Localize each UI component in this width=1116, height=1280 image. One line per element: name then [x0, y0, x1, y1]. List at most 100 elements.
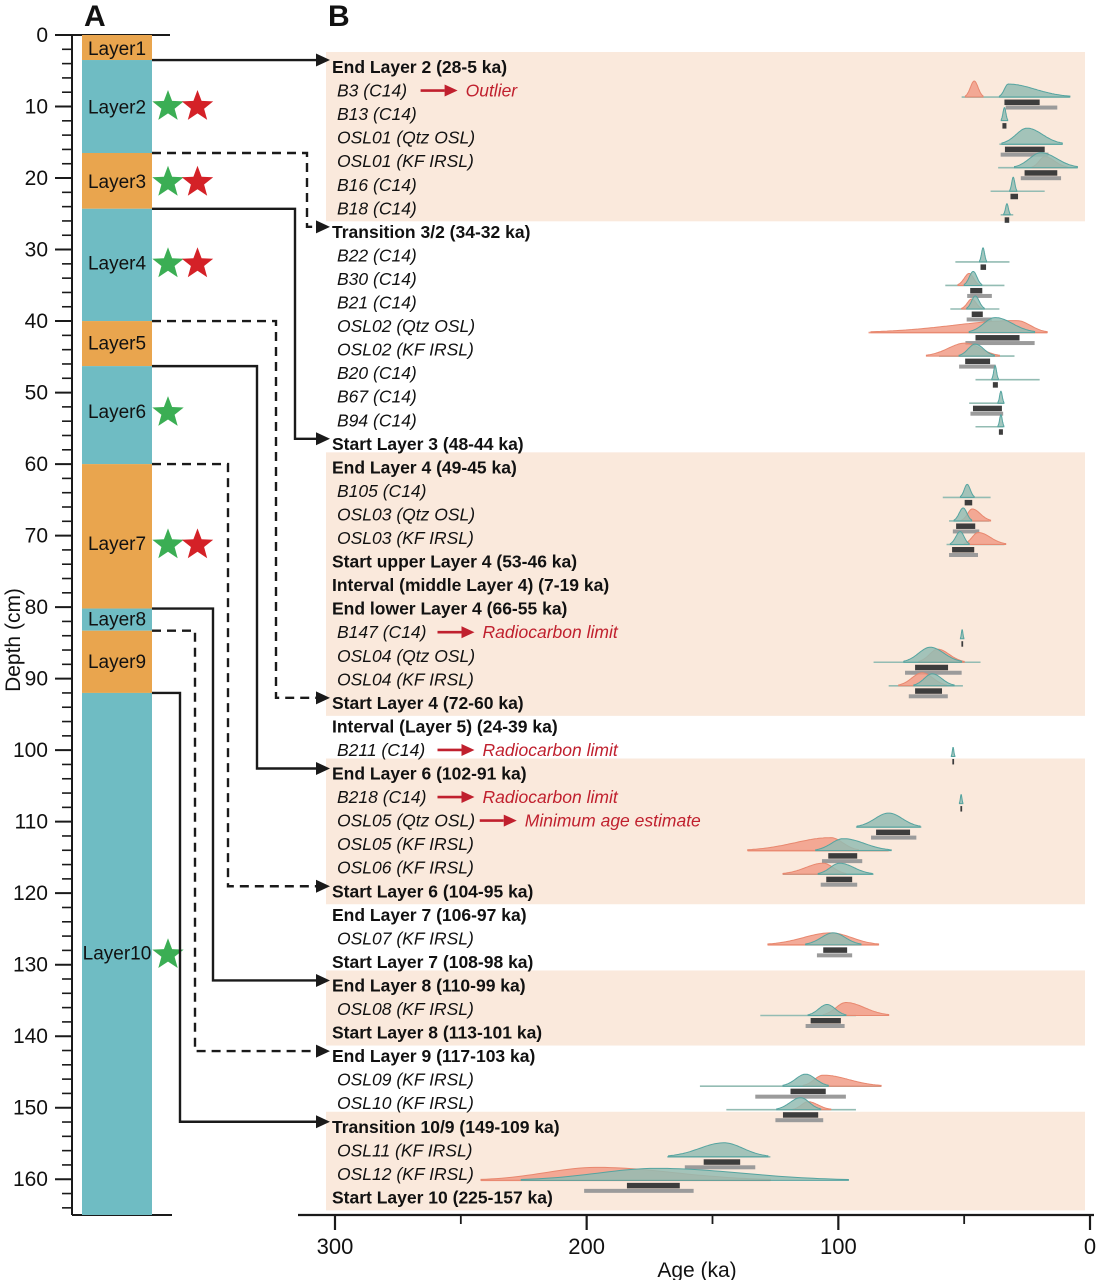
sample-row-label: B105 (C14)	[337, 481, 427, 501]
note-arrow-icon	[461, 626, 475, 639]
phase-row-label: Start Layer 4 (72-60 ka)	[332, 693, 524, 713]
age-tick-label: 300	[317, 1234, 354, 1259]
sample-row-label: OSL02 (KF IRSL)	[337, 340, 474, 360]
range-bar-dark	[956, 523, 976, 529]
density-curve-teal	[520, 1167, 849, 1181]
layer-rect-Layer3	[82, 152, 152, 209]
density-curve-teal	[991, 365, 999, 381]
depth-tick-label: 30	[25, 239, 48, 262]
arrowhead-icon	[316, 691, 330, 705]
phase-row-label: End Layer 2 (28-5 ka)	[332, 57, 507, 77]
range-bar-light	[684, 1165, 756, 1170]
range-bar-dark	[970, 287, 983, 294]
density-curve-teal	[856, 812, 921, 828]
phase-row-label: End lower Layer 4 (66-55 ka)	[332, 599, 567, 619]
connector-dashed	[152, 629, 316, 1053]
green-star-icon	[152, 165, 184, 196]
range-bar-dark	[1004, 217, 1010, 223]
layer-label: Layer1	[88, 39, 146, 60]
note-label: Radiocarbon limit	[483, 740, 619, 760]
range-bar-dark	[975, 335, 1020, 341]
range-bar-dark	[1024, 170, 1058, 176]
range-bar-light	[805, 1024, 845, 1028]
note-arrow-icon	[444, 84, 458, 97]
depth-tick-label: 100	[13, 739, 48, 762]
density-curve-teal	[953, 507, 973, 522]
sample-row-label: OSL09 (KF IRSL)	[337, 1070, 474, 1090]
range-bar-dark	[952, 547, 975, 553]
age-tick-label: 0	[1084, 1234, 1096, 1259]
age-tick-label: 100	[820, 1234, 857, 1259]
sample-row-label: B13 (C14)	[337, 104, 417, 124]
range-bar-dark	[703, 1159, 741, 1165]
range-bar-light	[967, 293, 992, 298]
range-bar-dark	[1004, 99, 1040, 106]
density-curve-teal	[1009, 176, 1018, 192]
connector-dashed	[152, 151, 316, 229]
density-curve-teal	[997, 414, 1005, 428]
density-curve-teal	[1014, 152, 1078, 169]
density-curve-teal	[966, 295, 985, 310]
range-bar-dark	[1010, 193, 1019, 200]
arrowhead-icon	[316, 53, 330, 67]
density-curve-teal	[782, 1073, 829, 1087]
density-curve-teal	[817, 862, 873, 875]
range-bar-dark	[960, 806, 963, 812]
density-curve-teal	[979, 247, 988, 263]
density-curve-teal	[950, 747, 956, 757]
depth-tick-label: 140	[13, 1025, 48, 1048]
sample-row-label: OSL04 (Qtz OSL)	[337, 646, 475, 666]
range-bar-dark	[998, 429, 1003, 435]
range-bar-light	[970, 411, 1004, 416]
shaded-band	[326, 758, 1085, 905]
range-bar-dark	[1004, 146, 1045, 153]
red-star-icon	[181, 247, 214, 278]
phase-row-label: Start Layer 7 (108-98 ka)	[332, 952, 533, 972]
connector-dashed	[152, 319, 316, 700]
range-bar-dark	[823, 947, 848, 953]
phase-row-label: Start Layer 8 (113-101 ka)	[332, 1023, 542, 1043]
phase-row-label: Transition 3/2 (34-32 ka)	[332, 222, 530, 242]
range-bar-light	[871, 835, 917, 840]
sample-row-label: B218 (C14)	[337, 787, 427, 807]
density-curve-teal	[776, 1097, 822, 1111]
sample-row-label: OSL02 (Qtz OSL)	[337, 316, 475, 336]
sample-row-label: OSL08 (KF IRSL)	[337, 999, 474, 1019]
density-curve-teal	[949, 531, 970, 545]
shaded-band	[326, 52, 1085, 222]
density-curve-teal	[963, 271, 983, 286]
phase-row-label: Start Layer 10 (225-157 ka)	[332, 1187, 553, 1207]
range-bar-dark	[876, 829, 911, 836]
density-curve-salmon	[964, 80, 984, 98]
note-label: Outlier	[466, 81, 519, 101]
sample-row-label: OSL03 (Qtz OSL)	[337, 504, 475, 524]
arrowhead-icon	[316, 220, 330, 234]
range-bar-light	[949, 553, 979, 557]
depth-tick-label: 50	[25, 382, 48, 405]
range-bar-light	[821, 859, 863, 864]
range-bar-light	[905, 670, 962, 675]
phase-row-label: Interval (middle Layer 4) (7-19 ka)	[332, 575, 609, 595]
arrowhead-icon	[316, 432, 330, 446]
depth-tick-label: 70	[25, 525, 48, 548]
sample-row-label: B211 (C14)	[337, 740, 425, 760]
range-bar-dark	[1002, 123, 1007, 129]
sample-row-label: OSL06 (KF IRSL)	[337, 858, 474, 878]
depth-tick-label: 10	[25, 96, 48, 119]
phase-row-label: Transition 10/9 (149-109 ka)	[332, 1117, 560, 1137]
age-tick-label: 200	[568, 1234, 605, 1259]
shaded-band	[326, 970, 1085, 1046]
range-bar-light	[584, 1188, 694, 1193]
phase-row-label: End Layer 9 (117-103 ka)	[332, 1046, 535, 1066]
note-arrow-icon	[503, 814, 517, 827]
density-curve-teal	[1003, 203, 1011, 216]
phase-row-label: Start upper Layer 4 (53-46 ka)	[332, 552, 577, 572]
layer-rect-Layer1	[82, 35, 152, 61]
note-label: Radiocarbon limit	[483, 787, 619, 807]
density-curve-teal	[1000, 107, 1009, 122]
layer-rect-Layer9	[82, 630, 152, 693]
range-bar-light	[820, 882, 858, 887]
connector-solid	[152, 607, 316, 982]
phase-row-label: End Layer 8 (110-99 ka)	[332, 975, 526, 995]
